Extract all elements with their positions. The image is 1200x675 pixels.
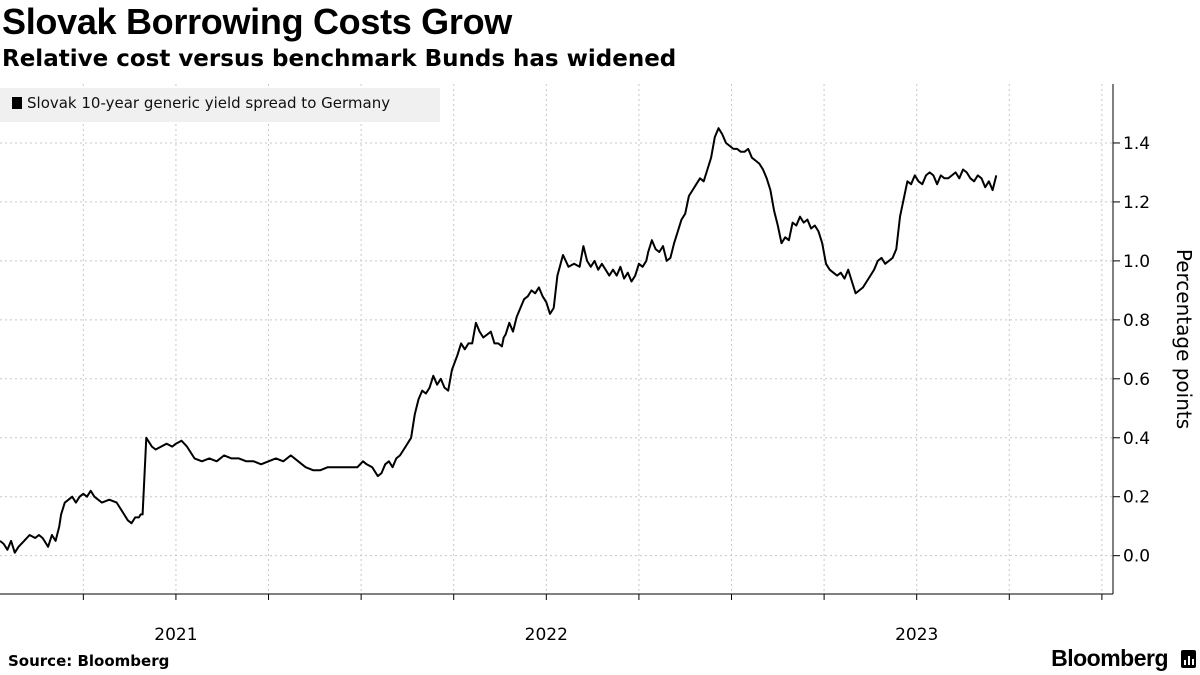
y-axis-label: Percentage points	[1172, 249, 1196, 429]
y-tick-label: 0.6	[1123, 370, 1150, 390]
legend-swatch	[12, 97, 22, 109]
chart-title: Slovak Borrowing Costs Grow	[2, 1, 512, 42]
legend-label: Slovak 10-year generic yield spread to G…	[27, 94, 390, 112]
x-tick-label: 2023	[895, 625, 938, 645]
brand-logo-text: Bloomberg	[1051, 645, 1168, 671]
x-tick-label: 2021	[154, 625, 197, 645]
series-line-spread	[0, 127, 998, 554]
y-tick-label: 1.4	[1123, 134, 1150, 154]
legend-background	[0, 88, 440, 122]
source-note: Source: Bloomberg	[8, 652, 170, 670]
y-tick-label: 0.2	[1123, 488, 1150, 508]
y-tick-label: 0.4	[1123, 429, 1150, 449]
y-tick-label: 0.0	[1123, 547, 1150, 567]
x-tick-label: 2022	[525, 625, 568, 645]
y-tick-label: 1.2	[1123, 193, 1150, 213]
chart-subtitle: Relative cost versus benchmark Bunds has…	[2, 46, 677, 72]
bloomberg-chart-icon	[1181, 650, 1196, 668]
y-tick-label: 0.8	[1123, 311, 1150, 331]
y-tick-label: 1.0	[1123, 252, 1150, 272]
legend: Slovak 10-year generic yield spread to G…	[0, 88, 440, 122]
